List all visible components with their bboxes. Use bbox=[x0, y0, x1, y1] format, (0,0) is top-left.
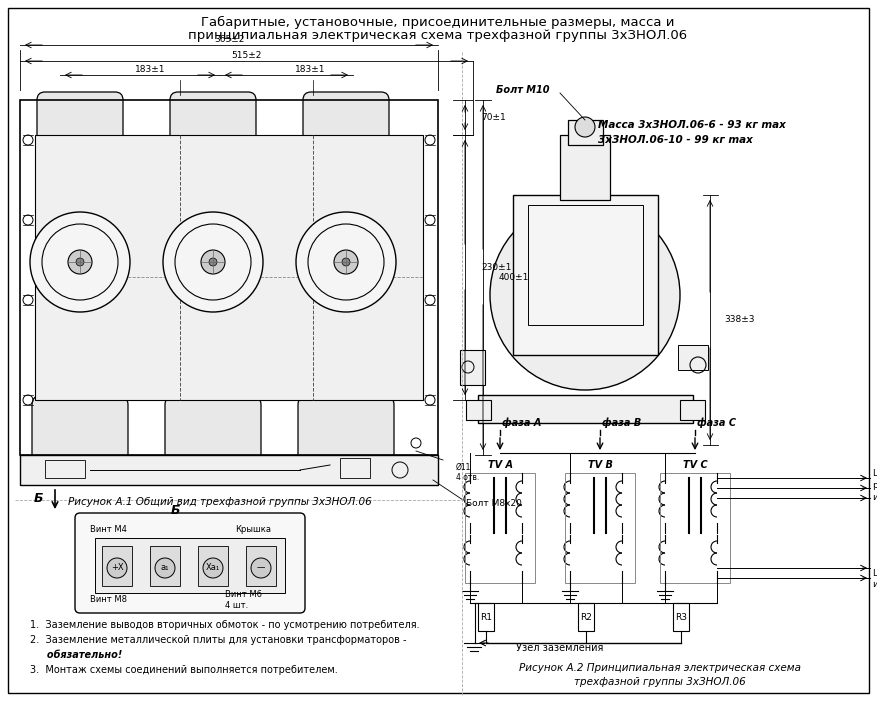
Text: фаза С: фаза С bbox=[697, 418, 736, 428]
Bar bbox=[560, 135, 610, 200]
Text: Крышка: Крышка bbox=[235, 526, 271, 534]
Text: 3хЗНОЛ.06-10 - 99 кг max: 3хЗНОЛ.06-10 - 99 кг max bbox=[598, 135, 752, 145]
Bar bbox=[568, 120, 603, 145]
Text: TV В: TV В bbox=[588, 460, 613, 470]
Text: фаза А: фаза А bbox=[502, 418, 541, 428]
FancyBboxPatch shape bbox=[37, 92, 123, 148]
Text: Винт М6
4 шт.: Винт М6 4 шт. bbox=[225, 590, 262, 610]
Text: 183±1: 183±1 bbox=[135, 65, 165, 74]
Circle shape bbox=[155, 558, 175, 578]
Bar bbox=[528, 205, 643, 325]
Text: 365±2: 365±2 bbox=[214, 36, 244, 44]
Bar bbox=[678, 345, 708, 370]
FancyBboxPatch shape bbox=[303, 92, 389, 148]
Text: R3: R3 bbox=[675, 613, 687, 622]
Text: Узел заземления: Узел заземления bbox=[516, 643, 603, 653]
Text: 2.  Заземление металлической плиты для установки трансформаторов -: 2. Заземление металлической плиты для ус… bbox=[30, 635, 407, 645]
Text: 70±1: 70±1 bbox=[481, 112, 506, 121]
Circle shape bbox=[68, 250, 92, 274]
Text: 400±1: 400±1 bbox=[499, 273, 530, 282]
Bar bbox=[20, 100, 438, 455]
Text: Винт М8: Винт М8 bbox=[90, 596, 127, 604]
Text: 183±1: 183±1 bbox=[295, 65, 325, 74]
Circle shape bbox=[209, 258, 217, 266]
Bar bbox=[460, 350, 485, 385]
Circle shape bbox=[251, 558, 271, 578]
Circle shape bbox=[334, 250, 358, 274]
Text: Ø11
4 отв.: Ø11 4 отв. bbox=[456, 463, 479, 482]
Bar bbox=[673, 603, 689, 631]
Bar bbox=[478, 395, 693, 423]
Bar bbox=[478, 603, 494, 631]
Text: Винт М4: Винт М4 bbox=[90, 526, 127, 534]
Text: а₁: а₁ bbox=[160, 564, 169, 573]
Text: 3.  Монтаж схемы соединений выполняется потребителем.: 3. Монтаж схемы соединений выполняется п… bbox=[30, 665, 338, 675]
Bar bbox=[102, 546, 132, 586]
Bar bbox=[35, 135, 423, 400]
FancyBboxPatch shape bbox=[75, 513, 305, 613]
Circle shape bbox=[30, 212, 130, 312]
Bar bbox=[466, 400, 491, 420]
Text: Б: Б bbox=[170, 503, 180, 517]
Text: релейной защиты: релейной защиты bbox=[873, 480, 877, 489]
Text: Цепи контроля: Цепи контроля bbox=[873, 569, 877, 578]
Text: Болт М8х20: Болт М8х20 bbox=[466, 498, 522, 508]
Text: R1: R1 bbox=[480, 613, 492, 622]
FancyBboxPatch shape bbox=[32, 395, 128, 470]
Text: —: — bbox=[257, 564, 265, 573]
Circle shape bbox=[201, 250, 225, 274]
Text: Габаритные, установочные, присоединительные размеры, масса и: Габаритные, установочные, присоединитель… bbox=[201, 15, 674, 29]
Text: 230±1: 230±1 bbox=[481, 262, 511, 271]
Text: и автоматики: и автоматики bbox=[873, 493, 877, 501]
Circle shape bbox=[296, 212, 396, 312]
Bar bbox=[578, 603, 594, 631]
Text: R2: R2 bbox=[580, 613, 592, 622]
Text: +Х: +Х bbox=[111, 564, 124, 573]
Text: принципиальная электрическая схема трехфазной группы 3хЗНОЛ.06: принципиальная электрическая схема трехф… bbox=[189, 29, 688, 43]
Circle shape bbox=[342, 258, 350, 266]
Bar bbox=[660, 473, 730, 583]
Bar bbox=[198, 546, 228, 586]
FancyBboxPatch shape bbox=[298, 395, 394, 470]
Text: изоляции сети: изоляции сети bbox=[873, 580, 877, 589]
Bar bbox=[340, 458, 370, 478]
Circle shape bbox=[490, 200, 680, 390]
Text: Цепи измерения,: Цепи измерения, bbox=[873, 468, 877, 477]
Bar bbox=[246, 546, 276, 586]
Bar bbox=[465, 473, 535, 583]
Text: Рисунок А.1 Общий вид трехфазной группы 3хЗНОЛ.06: Рисунок А.1 Общий вид трехфазной группы … bbox=[68, 497, 372, 507]
Text: Рисунок А.2 Принципиальная электрическая схема: Рисунок А.2 Принципиальная электрическая… bbox=[519, 663, 801, 673]
Bar bbox=[95, 538, 285, 593]
Text: 338±3: 338±3 bbox=[724, 315, 754, 325]
Text: Болт М10: Болт М10 bbox=[496, 85, 550, 95]
Text: TV С: TV С bbox=[683, 460, 708, 470]
FancyBboxPatch shape bbox=[170, 92, 256, 148]
Text: трехфазной группы 3хЗНОЛ.06: трехфазной группы 3хЗНОЛ.06 bbox=[574, 677, 745, 687]
Text: Б: Б bbox=[33, 493, 43, 505]
Bar bbox=[680, 400, 705, 420]
Text: фаза В: фаза В bbox=[602, 418, 641, 428]
Text: 515±2: 515±2 bbox=[231, 51, 261, 60]
Bar bbox=[45, 460, 85, 478]
Circle shape bbox=[163, 212, 263, 312]
FancyBboxPatch shape bbox=[165, 395, 261, 470]
Bar bbox=[513, 195, 658, 355]
Bar bbox=[565, 473, 635, 583]
Bar bbox=[150, 546, 180, 586]
Bar bbox=[20, 455, 438, 485]
Text: TV А: TV А bbox=[488, 460, 513, 470]
Text: Ха₁: Ха₁ bbox=[206, 564, 220, 573]
Circle shape bbox=[575, 117, 595, 137]
Text: 1.  Заземление выводов вторичных обмоток - по усмотрению потребителя.: 1. Заземление выводов вторичных обмоток … bbox=[30, 620, 419, 630]
Circle shape bbox=[76, 258, 84, 266]
Circle shape bbox=[107, 558, 127, 578]
Text: Масса 3хЗНОЛ.06-6 - 93 кг max: Масса 3хЗНОЛ.06-6 - 93 кг max bbox=[598, 120, 786, 130]
Circle shape bbox=[203, 558, 223, 578]
Text: обязательно!: обязательно! bbox=[30, 650, 123, 660]
